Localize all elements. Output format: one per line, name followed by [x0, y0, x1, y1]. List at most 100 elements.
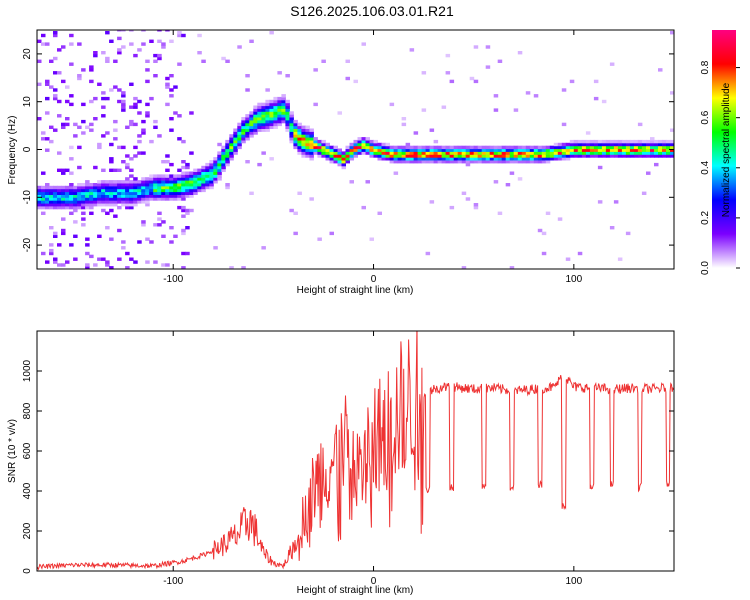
heatmap-cell	[477, 145, 483, 150]
heatmap-cell	[109, 183, 114, 187]
heatmap-cell	[53, 96, 58, 101]
heatmap-cell	[41, 185, 46, 190]
heatmap-cell	[577, 251, 583, 256]
heatmap-cell	[121, 240, 126, 244]
heatmap-cell	[61, 194, 66, 198]
heatmap-cell	[45, 185, 50, 190]
heatmap-cell	[549, 154, 555, 158]
heatmap-cell	[145, 185, 150, 190]
heatmap-cell	[45, 188, 50, 193]
heatmap-cell	[405, 157, 411, 161]
heatmap-cell	[597, 151, 603, 155]
heatmap-cell	[93, 203, 98, 207]
heatmap-cell	[521, 151, 527, 155]
heatmap-cell	[161, 197, 166, 201]
heatmap-cell	[121, 246, 126, 250]
heatmap-cell	[41, 211, 46, 215]
heatmap-cell	[109, 200, 114, 204]
heatmap-cell	[433, 154, 439, 158]
heatmap-cell	[389, 154, 395, 158]
heatmap-cell	[565, 148, 571, 152]
spectrogram-x-axis-label: Height of straight line (km)	[297, 285, 414, 296]
heatmap-cell	[49, 197, 54, 201]
heatmap-cell	[309, 128, 314, 132]
heatmap-cell	[213, 160, 218, 164]
heatmap-cell	[473, 203, 479, 207]
heatmap-cell	[261, 102, 266, 107]
heatmap-cell	[101, 188, 106, 193]
heatmap-cell	[157, 183, 162, 187]
heatmap-cell	[225, 157, 230, 161]
heatmap-cell	[73, 257, 78, 261]
heatmap-cell	[89, 65, 94, 69]
heatmap-cell	[341, 151, 346, 155]
heatmap-cell	[157, 194, 162, 198]
heatmap-cell	[117, 197, 122, 201]
heatmap-cell	[413, 151, 419, 155]
heatmap-cell	[57, 197, 62, 201]
heatmap-cell	[53, 56, 58, 61]
heatmap-cell	[141, 185, 146, 190]
heatmap-cell	[49, 203, 54, 207]
heatmap-cell	[161, 183, 166, 187]
heatmap-cell	[81, 223, 86, 227]
heatmap-cell	[529, 160, 535, 164]
heatmap-cell	[289, 128, 294, 132]
heatmap-cell	[193, 168, 198, 172]
heatmap-cell	[81, 119, 86, 124]
heatmap-cell	[57, 203, 62, 207]
heatmap-cell	[517, 51, 523, 55]
heatmap-cell	[541, 251, 547, 256]
heatmap-cell	[93, 117, 98, 121]
heatmap-cell	[429, 154, 435, 158]
heatmap-cell	[121, 200, 126, 204]
heatmap-cell	[261, 125, 266, 129]
heatmap-cell	[277, 108, 282, 112]
heatmap-cell	[161, 42, 166, 46]
heatmap-cell	[417, 148, 423, 152]
heatmap-cell	[173, 194, 178, 198]
heatmap-cell	[625, 151, 631, 155]
colorbar-ticks: 0.00.20.40.60.8	[700, 60, 740, 275]
heatmap-cell	[241, 122, 246, 127]
heatmap-cell	[193, 188, 198, 193]
heatmap-cell	[157, 185, 162, 190]
heatmap-cell	[73, 122, 78, 127]
heatmap-cell	[105, 59, 110, 63]
heatmap-cell	[405, 160, 411, 164]
heatmap-cell	[265, 88, 270, 92]
heatmap-cell	[97, 197, 102, 201]
heatmap-cell	[133, 260, 138, 264]
heatmap-cell	[89, 185, 94, 190]
heatmap-cell	[105, 260, 110, 264]
heatmap-cell	[629, 154, 635, 158]
heatmap-cell	[133, 180, 138, 184]
heatmap-cell	[257, 108, 262, 112]
heatmap-cell	[493, 154, 499, 158]
heatmap-cell	[129, 194, 134, 198]
heatmap-cell	[670, 128, 674, 132]
heatmap-cell	[501, 160, 507, 164]
heatmap-cell	[545, 157, 551, 161]
heatmap-cell	[329, 145, 334, 150]
heatmap-cell	[37, 205, 42, 210]
heatmap-cell	[117, 188, 122, 193]
heatmap-cell	[85, 266, 90, 269]
heatmap-cell	[225, 185, 230, 190]
heatmap-cell	[305, 125, 310, 129]
heatmap-cell	[237, 139, 242, 144]
heatmap-cell	[201, 177, 206, 181]
heatmap-cell	[297, 122, 302, 127]
heatmap-cell	[133, 145, 138, 150]
heatmap-cell	[45, 200, 50, 204]
heatmap-cell	[233, 142, 238, 147]
heatmap-cell	[453, 157, 459, 161]
heatmap-cell	[153, 119, 158, 124]
heatmap-cell	[65, 197, 70, 201]
heatmap-cell	[201, 59, 206, 63]
heatmap-cell	[177, 168, 182, 172]
heatmap-cell	[613, 145, 619, 150]
heatmap-cell	[553, 142, 559, 147]
heatmap-cell	[325, 142, 330, 147]
